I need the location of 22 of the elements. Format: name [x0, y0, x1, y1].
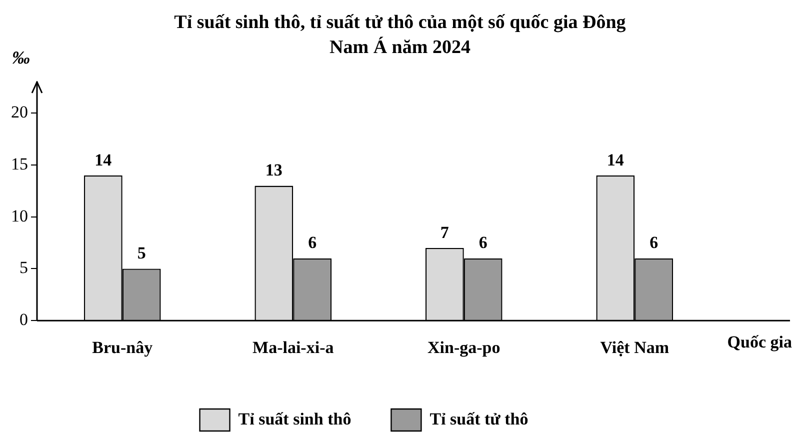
y-tick-label: 20: [11, 102, 28, 122]
x-tick-label: Việt Nam: [600, 338, 670, 358]
data-label: 14: [94, 150, 112, 170]
data-label: 6: [308, 233, 317, 252]
y-tick-label: 0: [20, 310, 28, 330]
y-tick-label: 10: [11, 206, 28, 226]
legend-label: Tỉ suất tử thô: [430, 409, 528, 428]
data-label: 6: [650, 233, 658, 252]
legend-label: Tỉ suất sinh thô: [238, 409, 352, 428]
y-tick-label: 5: [20, 258, 28, 278]
y-axis-title: ‰: [12, 48, 30, 68]
x-tick-label: Bru-nây: [92, 338, 154, 358]
x-tick-label: Xin-ga-po: [428, 338, 500, 358]
data-label: 14: [606, 150, 624, 170]
x-axis-title: Quốc gia: [727, 332, 792, 352]
y-tick-label: 15: [11, 154, 28, 174]
data-label: 6: [478, 233, 488, 252]
data-label: 5: [137, 244, 146, 263]
data-label: 13: [265, 160, 282, 180]
x-tick-label: Ma-lai-xi-a: [252, 338, 334, 358]
chart-title: Tỉ suất sinh thô, tỉ suất tử thô của một số quốc gia Đông Nam Á năm 2024: [173, 11, 627, 60]
data-label: 7: [440, 222, 450, 242]
